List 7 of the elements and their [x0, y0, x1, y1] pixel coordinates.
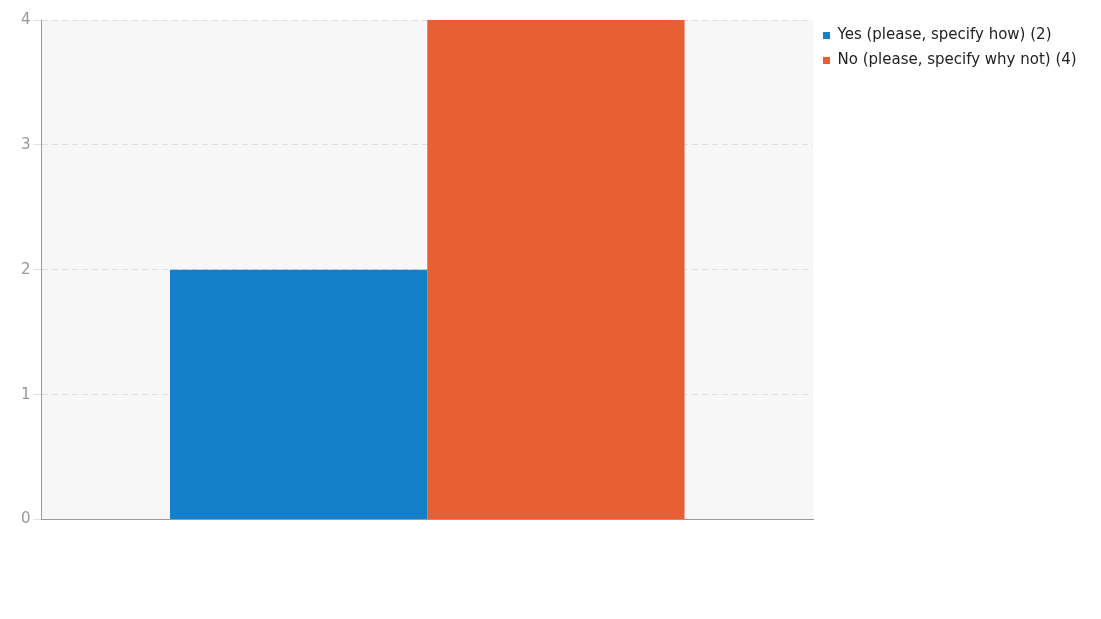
- y-tick-label: 0: [21, 509, 31, 528]
- legend-label: No (please, specify why not) (4): [837, 50, 1077, 69]
- legend-label: Yes (please, specify how) (2): [836, 25, 1052, 44]
- y-tick-label: 3: [21, 134, 31, 153]
- y-tick-label: 4: [21, 9, 31, 28]
- y-tick-label: 1: [21, 384, 31, 403]
- y-tick-label: 2: [21, 259, 31, 278]
